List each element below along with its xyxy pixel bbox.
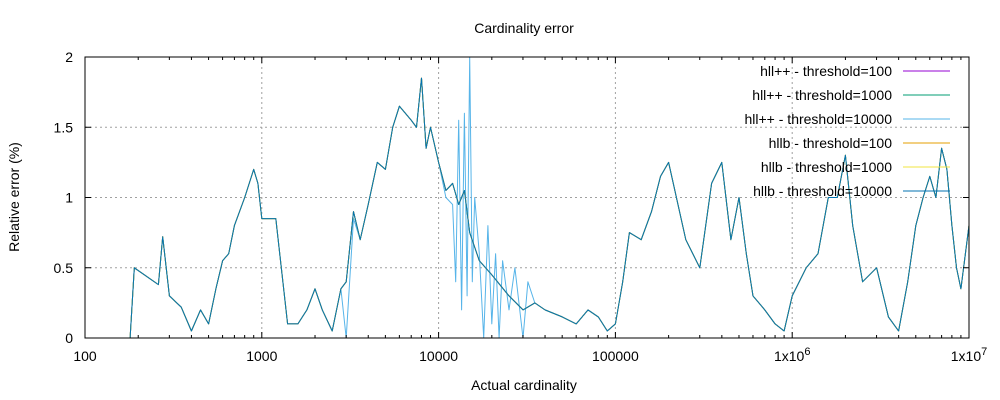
x-tick-label: 100 — [73, 348, 97, 364]
grid — [85, 57, 969, 338]
legend-label-hllb-threshold-10000: hllb - threshold=10000 — [753, 183, 892, 199]
y-axis-title: Relative error (%) — [6, 142, 22, 252]
y-axis: 0 0.5 1 1.5 2 — [54, 49, 969, 346]
y-tick-label: 1.5 — [54, 119, 74, 135]
x-tick-label: 10000 — [419, 348, 458, 364]
series-group — [129, 56, 970, 339]
y-tick-label: 1 — [65, 190, 73, 206]
x-tick-exponent: 7 — [981, 346, 987, 358]
legend-label-hllb-threshold-1000: hllb - threshold=1000 — [761, 159, 892, 175]
series-line-hllb-threshold-10000 — [129, 77, 970, 339]
chart-title: Cardinality error — [474, 20, 574, 36]
x-tick-label: 100000 — [592, 348, 639, 364]
x-axis: 100 1000 10000 100000 1x106 1x107 — [73, 57, 987, 364]
legend-label-hll-threshold-100: hll++ - threshold=100 — [760, 63, 892, 79]
x-tick-label: 1000 — [246, 348, 277, 364]
x-tick-label: 1x106 — [774, 346, 810, 364]
legend: hll++ - threshold=100 hll++ - threshold=1… — [745, 63, 950, 199]
x-axis-title: Actual cardinality — [471, 377, 577, 393]
legend-label-hllb-threshold-100: hllb - threshold=100 — [769, 135, 893, 151]
legend-label-hll-threshold-1000: hll++ - threshold=1000 — [752, 87, 892, 103]
y-tick-label: 0.5 — [54, 260, 74, 276]
legend-label-hll-threshold-10000: hll++ - threshold=10000 — [745, 111, 893, 127]
x-tick-exponent: 6 — [804, 346, 810, 358]
y-tick-label: 2 — [65, 49, 73, 65]
x-tick-label: 1x107 — [951, 346, 987, 364]
y-tick-label: 0 — [65, 330, 73, 346]
